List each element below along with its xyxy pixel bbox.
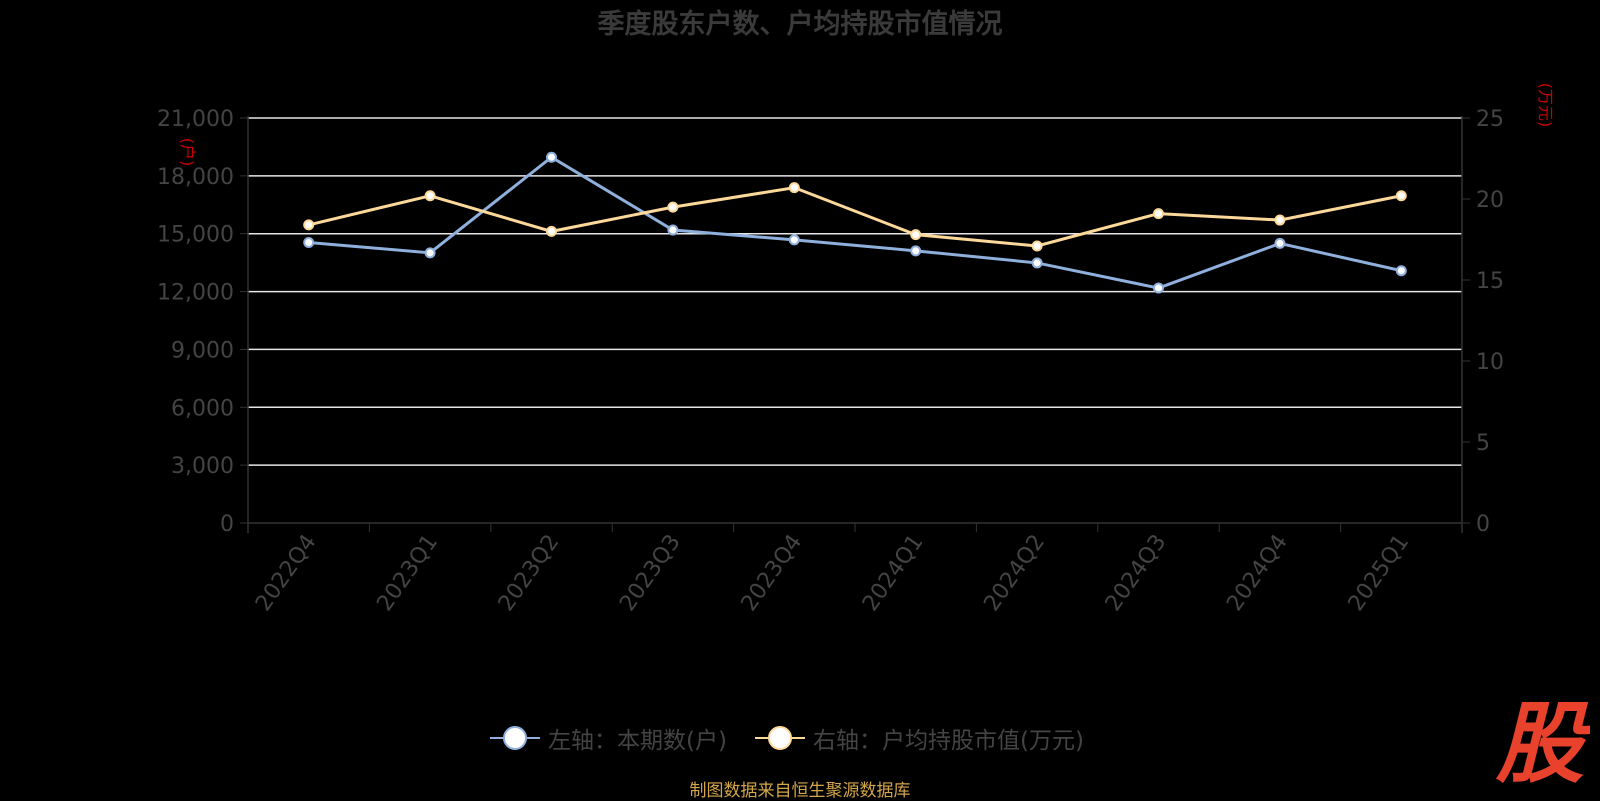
x-tick-label: 2024Q3 bbox=[1101, 530, 1172, 616]
data-point-right bbox=[788, 182, 800, 194]
data-point-right bbox=[1395, 190, 1407, 202]
right-tick-label: 20 bbox=[1476, 188, 1504, 213]
x-tick-label: 2024Q2 bbox=[979, 530, 1050, 616]
data-point-left bbox=[303, 237, 315, 249]
data-point-left bbox=[1395, 265, 1407, 277]
data-point-right bbox=[1031, 240, 1043, 252]
left-tick-label: 15,000 bbox=[157, 223, 234, 248]
right-tick-label: 5 bbox=[1476, 431, 1490, 456]
x-tick-label: 2023Q2 bbox=[494, 530, 565, 616]
legend-label-left-series: 左轴：本期数(户) bbox=[548, 728, 727, 754]
left-tick-label: 6,000 bbox=[171, 396, 234, 421]
legend-label-right-series: 右轴：户均持股市值(万元) bbox=[813, 728, 1084, 754]
left-tick-label: 3,000 bbox=[171, 454, 234, 479]
data-point-left bbox=[910, 245, 922, 257]
right-tick-label: 15 bbox=[1476, 269, 1504, 294]
legend-item-right-series[interactable]: 右轴：户均持股市值(万元) bbox=[755, 720, 1084, 756]
data-point-right bbox=[546, 225, 557, 237]
right-tick-label: 0 bbox=[1476, 512, 1490, 537]
series-line-right bbox=[308, 186, 1402, 248]
data-point-left bbox=[1153, 282, 1164, 294]
data-point-left bbox=[788, 234, 800, 246]
x-tick-label: 2022Q4 bbox=[251, 530, 322, 616]
chart-title: 季度股东户数、户均持股市值情况 bbox=[597, 9, 1003, 40]
left-tick-label: 21,000 bbox=[157, 107, 234, 132]
x-tick-label: 2023Q3 bbox=[615, 530, 686, 616]
data-point-left bbox=[546, 151, 557, 163]
series-lines bbox=[303, 151, 1407, 294]
right-tick-label: 25 bbox=[1476, 107, 1504, 132]
legend: 左轴：本期数(户) 右轴：户均持股市值(万元) bbox=[0, 720, 1600, 756]
series-line-left bbox=[308, 155, 1402, 290]
data-point-right bbox=[667, 201, 679, 213]
left-tick-label: 9,000 bbox=[171, 338, 234, 363]
data-point-right bbox=[910, 229, 922, 241]
x-tick-label: 2023Q4 bbox=[737, 530, 808, 616]
left-tick-label: 12,000 bbox=[157, 281, 234, 306]
legend-item-left-series[interactable]: 左轴：本期数(户) bbox=[490, 720, 727, 756]
grid-lines bbox=[248, 117, 1462, 466]
x-tick-label: 2024Q4 bbox=[1222, 530, 1293, 616]
data-point-left bbox=[1031, 257, 1043, 269]
data-point-right bbox=[1153, 208, 1164, 220]
left-tick-label: 0 bbox=[220, 512, 234, 537]
data-source-note: 制图数据来自恒生聚源数据库 bbox=[689, 781, 911, 801]
right-axis-unit: (万元) bbox=[1536, 83, 1555, 128]
data-point-left bbox=[667, 224, 679, 236]
x-tick-label: 2024Q1 bbox=[858, 530, 929, 616]
data-point-left bbox=[424, 247, 436, 259]
right-tick-label: 10 bbox=[1476, 350, 1504, 375]
data-point-left bbox=[1274, 237, 1286, 249]
data-point-right bbox=[1274, 214, 1286, 226]
data-point-right bbox=[303, 219, 315, 231]
left-axis-unit: (户) bbox=[178, 138, 197, 167]
x-tick-label: 2025Q1 bbox=[1344, 530, 1415, 616]
logo: 股 bbox=[1495, 692, 1590, 792]
legend-marker-left-series bbox=[490, 726, 540, 750]
x-tick-label: 2023Q1 bbox=[372, 530, 443, 616]
data-point-right bbox=[424, 190, 436, 202]
left-tick-label: 18,000 bbox=[157, 165, 234, 190]
logo-text: 股 bbox=[1495, 692, 1590, 792]
legend-marker-right-series bbox=[755, 726, 805, 750]
